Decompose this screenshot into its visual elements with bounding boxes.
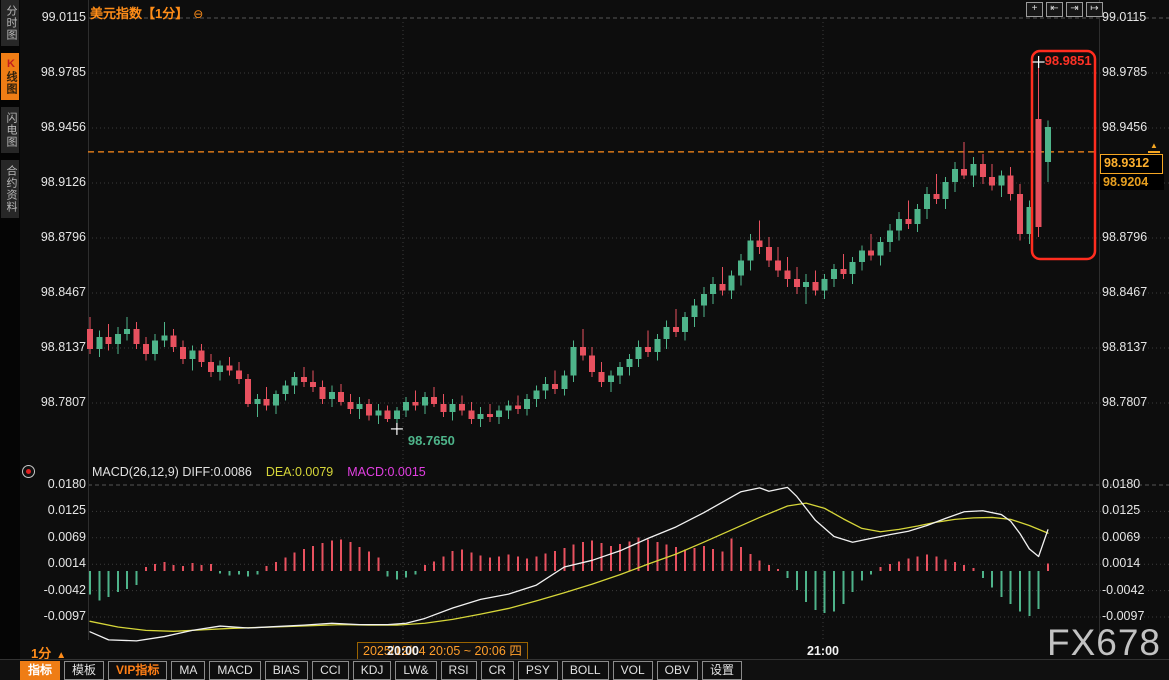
main-y-axis-label: 98.8796 <box>1102 230 1148 244</box>
prev-price-tag: 98.9204 <box>1100 173 1164 190</box>
crosshair-time-range-label: 2025/12/04 20:05 ~ 20:06 四 <box>357 642 528 660</box>
main-y-axis-label: 98.9785 <box>1102 65 1148 79</box>
last-price-tag: 98.9312 <box>1100 153 1163 174</box>
sidebar-tab-1[interactable]: K线图 <box>1 53 19 100</box>
high-price-label: 98.9851 <box>1044 53 1092 68</box>
macd-y-axis-label: -0.0042 <box>1102 582 1145 597</box>
price-scroll-marker-icon[interactable]: ▲ <box>1148 142 1160 153</box>
toolbar-button-7[interactable]: KDJ <box>352 660 392 680</box>
macd-y-axis-label: -0.0097 <box>43 609 86 623</box>
macd-params-label: MACD(26,12,9) DIFF:0.0086 <box>92 465 252 479</box>
spike-highlight-box <box>1030 49 1097 261</box>
main-y-axis-label: 98.9456 <box>1102 120 1148 134</box>
main-y-axis-label: 98.7807 <box>40 395 86 409</box>
macd-y-axis-label: 0.0069 <box>1102 529 1141 544</box>
macd-header: MACD(26,12,9) DIFF:0.0086 DEA:0.0079 MACD:… <box>92 465 426 479</box>
toolbar-button-9[interactable]: RSI <box>440 660 477 680</box>
toolbar-button-5[interactable]: BIAS <box>264 660 309 680</box>
zoom-out-icon[interactable]: ⊖ <box>193 7 204 21</box>
main-y-axis-label: 98.8467 <box>1102 285 1148 299</box>
pan-right-icon[interactable]: ↦ <box>1086 2 1103 17</box>
main-y-axis-label: 98.8137 <box>40 340 86 354</box>
time-axis-label: 21:00 <box>807 644 839 658</box>
toolbar-button-10[interactable]: CR <box>480 660 514 680</box>
main-y-axis-label: 98.8796 <box>40 230 86 244</box>
indicator-toolbar: 指标 模板 VIP指标 MA MACD BIAS CCI KDJ LW& RSI CR PSY BOLL… <box>0 659 1169 680</box>
toolbar-button-12[interactable]: BOLL <box>561 660 609 680</box>
main-y-axis-label: 99.0115 <box>41 10 86 24</box>
toolbar-button-4[interactable]: MACD <box>209 660 261 680</box>
macd-y-axis-label: 0.0014 <box>1102 556 1141 571</box>
main-y-axis-label: 98.8137 <box>1102 340 1148 354</box>
toolbar-button-13[interactable]: VOL <box>612 660 653 680</box>
macd-y-axis-label: -0.0042 <box>43 582 86 597</box>
diff-line <box>89 486 1049 642</box>
main-y-axis-label: 98.8467 <box>40 285 86 299</box>
macd-y-axis-label: 0.0180 <box>47 477 86 491</box>
macd-y-axis-label: 0.0014 <box>47 556 86 571</box>
toolbar-button-8[interactable]: LW& <box>395 660 437 680</box>
toolbar-button-0[interactable]: 指标 <box>20 660 61 680</box>
dea-value-label: DEA:0.0079 <box>265 465 334 479</box>
main-y-axis-label: 98.9785 <box>40 65 86 79</box>
toolbar-button-15[interactable]: 设置 <box>701 660 742 680</box>
dea-line <box>89 502 1049 632</box>
crosshair-icon[interactable]: + <box>1026 2 1043 17</box>
toolbar-button-2[interactable]: VIP指标 <box>108 660 168 680</box>
main-y-axis-label: 98.9456 <box>40 120 86 134</box>
low-price-label: 98.7650 <box>407 432 455 448</box>
main-y-axis-label: 99.0115 <box>1102 10 1147 24</box>
watermark: FX678 <box>1046 622 1161 663</box>
sidebar-tab-0[interactable]: 分时图 <box>1 0 19 46</box>
macd-y-axis-label: 0.0180 <box>1102 477 1141 491</box>
toolbar-button-3[interactable]: MA <box>171 660 206 680</box>
macd-y-axis-label: -0.0097 <box>1102 609 1145 623</box>
macd-value-label: MACD:0.0015 <box>347 465 426 479</box>
chart-title: 美元指数【1分】 ⊖ <box>90 3 203 22</box>
sidebar-tab-3[interactable]: 合约资料 <box>1 160 19 218</box>
toolbar-button-11[interactable]: PSY <box>517 660 558 680</box>
fit-left-axis-icon[interactable]: ⇤ <box>1046 2 1063 17</box>
left-sidebar: 分时图 K线图闪电图合约资料 <box>0 0 20 680</box>
time-axis-label: 20:00 <box>387 644 419 658</box>
interval-arrow-icon: ▲ <box>56 650 67 661</box>
macd-layer <box>89 486 1049 642</box>
macd-y-axis-label: 0.0069 <box>47 529 86 544</box>
toolbar-button-1[interactable]: 模板 <box>64 660 105 680</box>
symbol-interval-label: 美元指数【1分】 <box>90 6 189 21</box>
candles-layer <box>87 62 1051 429</box>
macd-y-axis-label: 0.0125 <box>1102 503 1141 518</box>
toolbar-button-6[interactable]: CCI <box>312 660 349 680</box>
interval-selector[interactable]: 1分 ▲ <box>31 646 67 661</box>
sidebar-tab-2[interactable]: 闪电图 <box>1 107 19 153</box>
main-y-axis-label: 98.7807 <box>1102 395 1148 409</box>
toolbar-button-14[interactable]: OBV <box>656 660 698 680</box>
main-y-axis-label: 98.9126 <box>40 175 86 189</box>
macd-settings-icon[interactable] <box>22 465 35 478</box>
fit-right-axis-icon[interactable]: ⇥ <box>1066 2 1083 17</box>
chart-tool-icons: + ⇤ ⇥ ↦ <box>1026 2 1103 17</box>
macd-y-axis-label: 0.0125 <box>47 503 86 518</box>
